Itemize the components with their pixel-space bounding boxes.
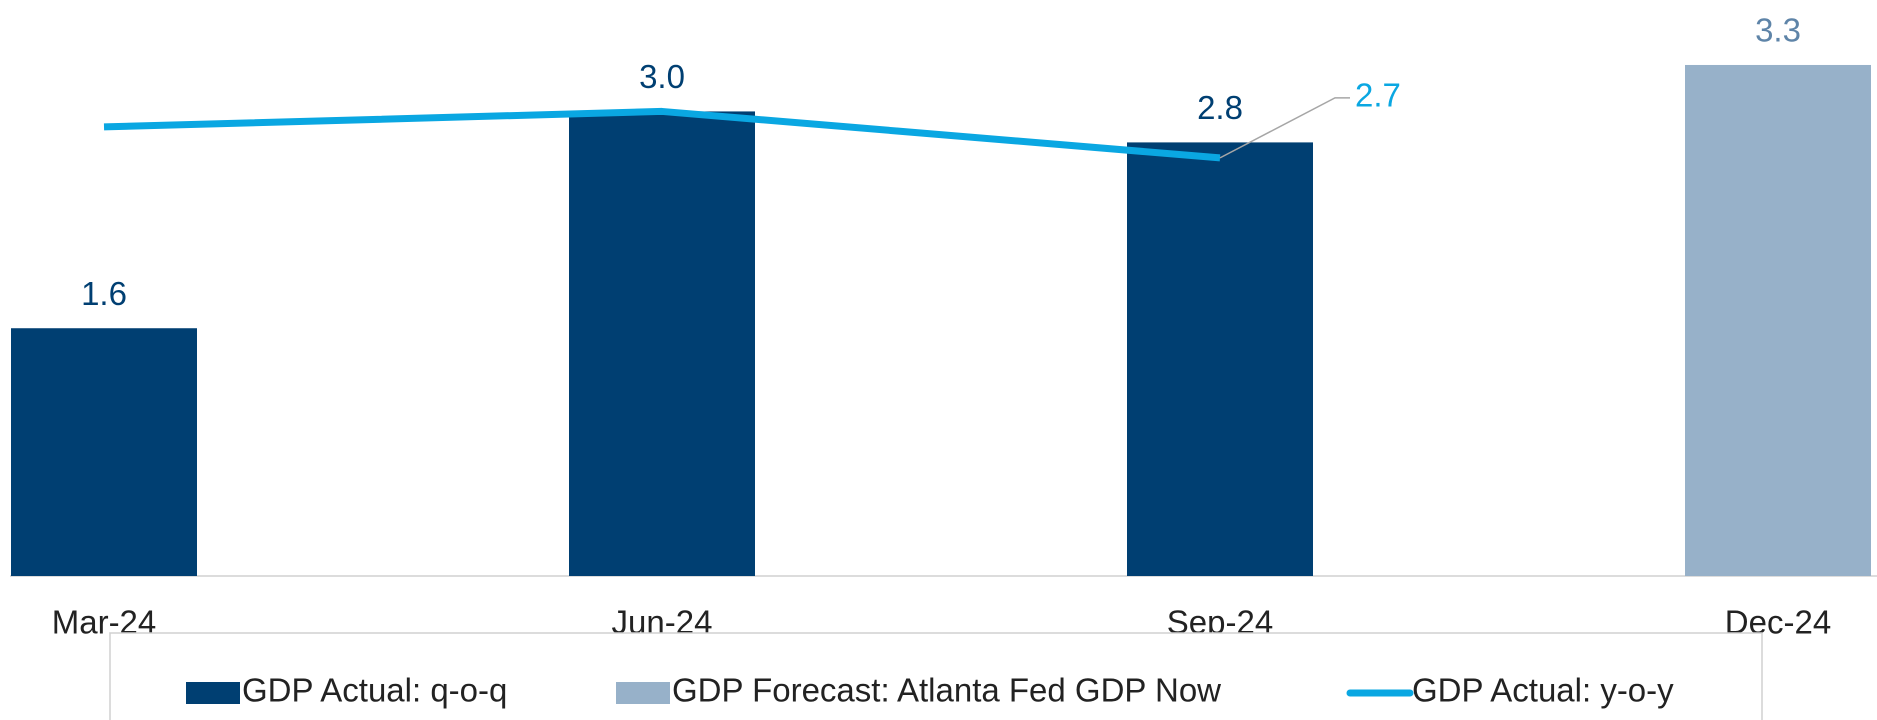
legend-box [109, 632, 1763, 720]
bar [11, 328, 197, 576]
bar [569, 111, 755, 576]
bar [1127, 142, 1313, 576]
legend-label: GDP Actual: y-o-y [1412, 672, 1674, 709]
line [103, 107, 1221, 162]
legend-label: GDP Actual: q-o-q [242, 672, 507, 709]
legend-swatch [616, 682, 670, 704]
data-label: 3.0 [639, 58, 685, 95]
data-label: 1.6 [81, 275, 127, 312]
leader-line [1219, 97, 1350, 159]
legend-swatch [186, 682, 240, 704]
bar [1685, 64, 1871, 576]
data-label: 2.8 [1197, 89, 1243, 126]
data-label: 3.3 [1755, 12, 1801, 49]
legend-label: GDP Forecast: Atlanta Fed GDP Now [672, 672, 1221, 709]
data-label: 2.7 [1355, 77, 1401, 114]
